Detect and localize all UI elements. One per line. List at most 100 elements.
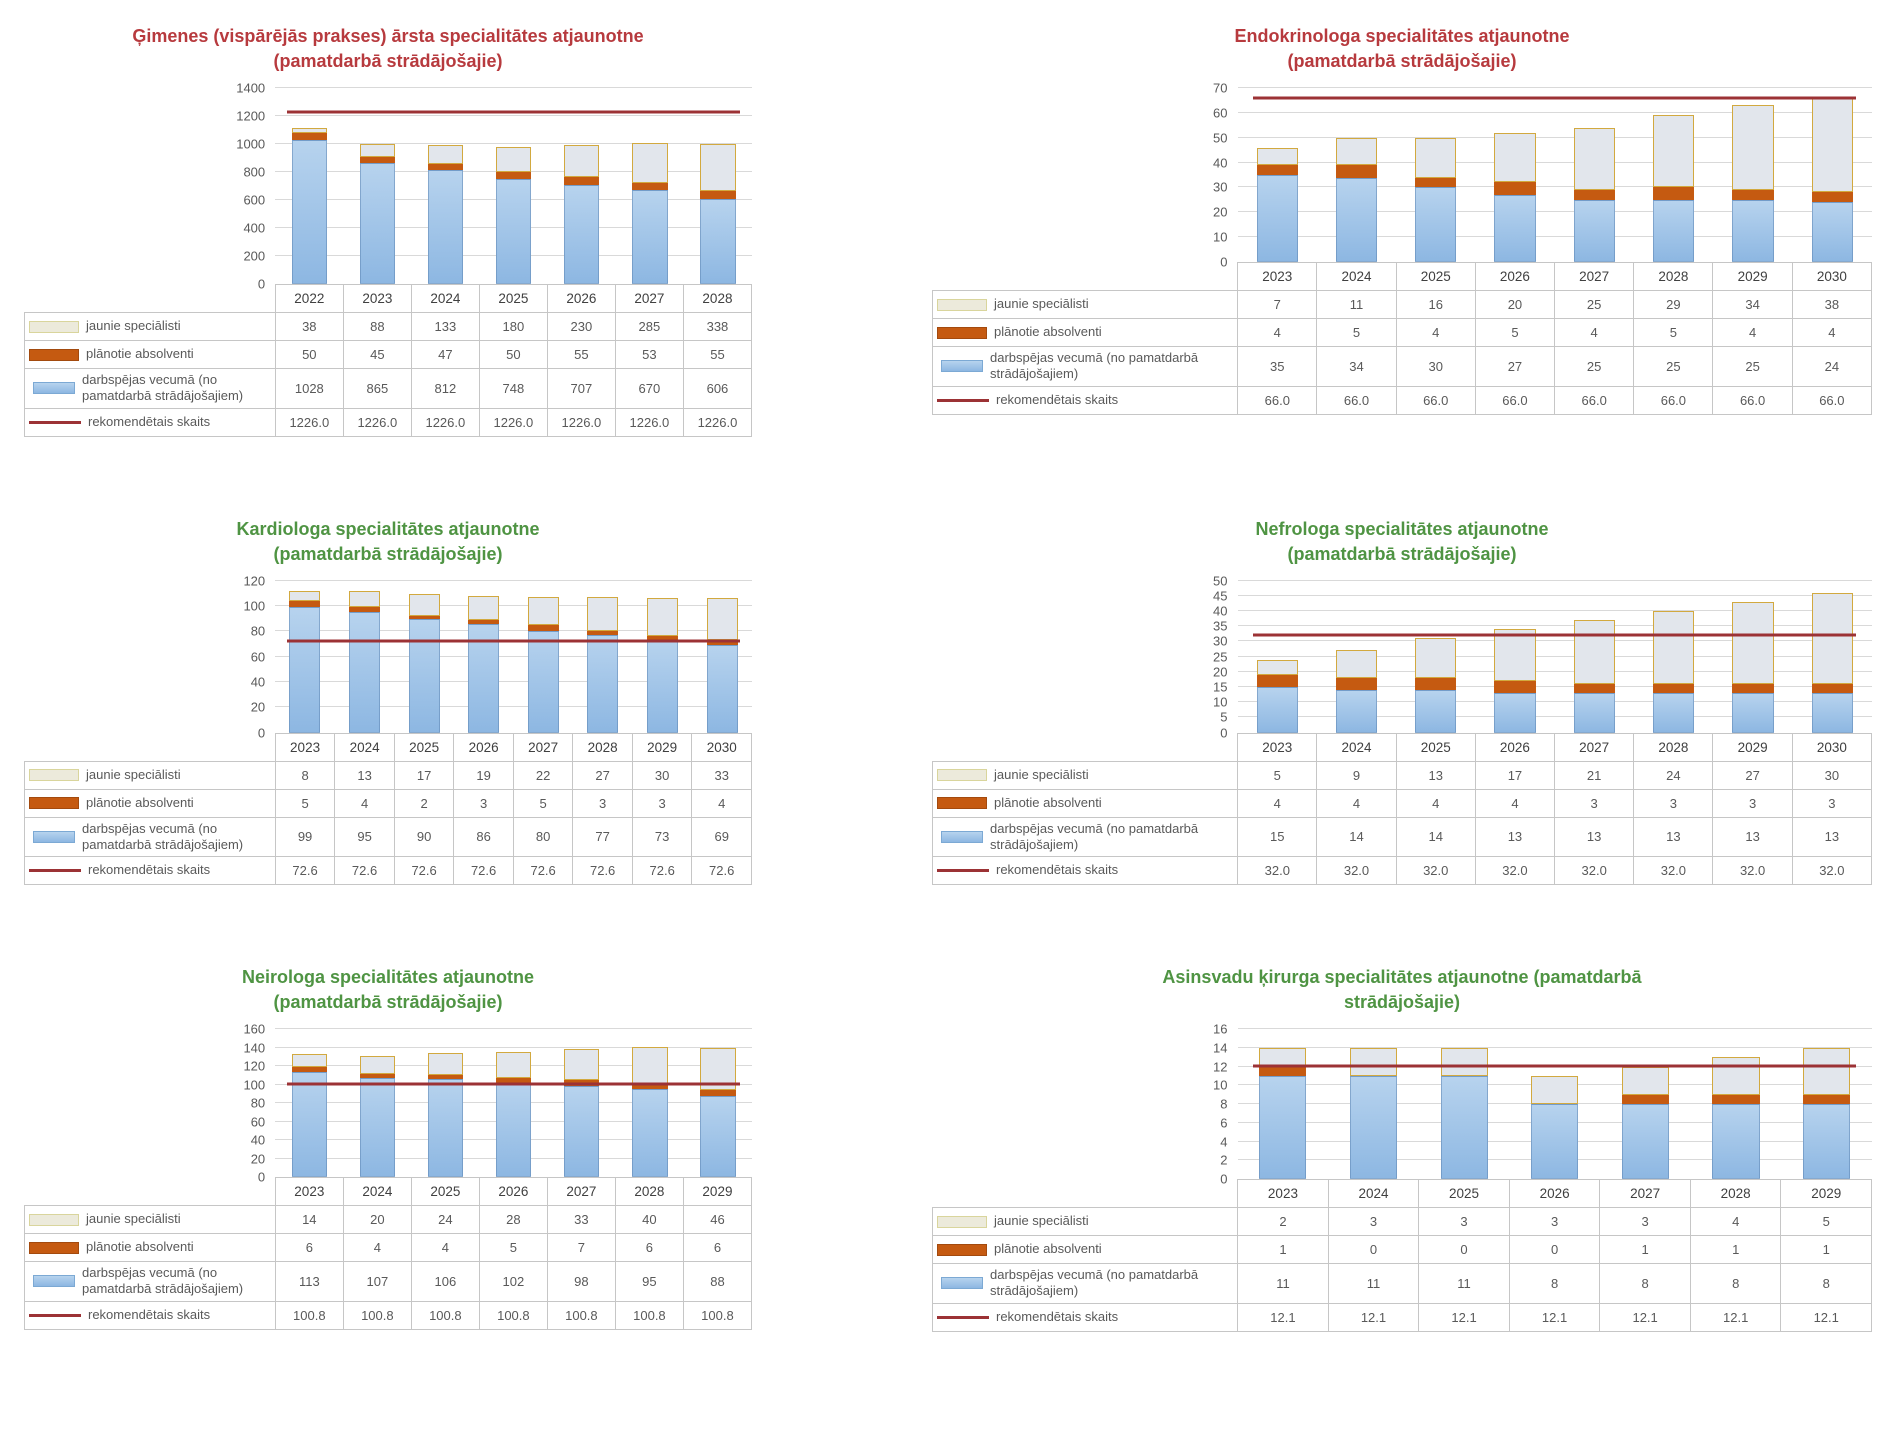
value-cell: 100.8 bbox=[274, 1300, 344, 1330]
value-cell: 72.6 bbox=[334, 856, 395, 885]
y-axis-tick-label: 15 bbox=[1213, 679, 1228, 695]
year-header-cell: 2028 bbox=[572, 732, 633, 762]
segment-jaunie-specialisti bbox=[1531, 1075, 1579, 1104]
value-cell: 50 bbox=[274, 340, 344, 369]
segment-darbspejas-vecuma bbox=[1653, 692, 1695, 733]
segment-planotie-absolventi bbox=[1256, 165, 1298, 175]
value-cell: 606 bbox=[682, 368, 753, 409]
y-axis-tick-label: 120 bbox=[243, 573, 266, 588]
gridline bbox=[1237, 625, 1872, 627]
value-cell: 12.1 bbox=[1508, 1302, 1601, 1332]
value-cell: 1226.0 bbox=[410, 407, 480, 437]
year-header-cell: 2027 bbox=[1554, 732, 1635, 762]
row-label-cell: darbspējas vecumā (no pamatdarbā strādāj… bbox=[931, 816, 1239, 857]
stacked-bar bbox=[632, 1029, 668, 1177]
segment-planotie-absolventi bbox=[359, 156, 396, 163]
segment-darbspejas-vecuma bbox=[632, 1089, 668, 1177]
stacked-bar bbox=[1653, 581, 1695, 733]
value-cell: 27 bbox=[1712, 760, 1793, 790]
segment-planotie-absolventi bbox=[1712, 1094, 1760, 1104]
darbspejas-vecuma-swatch bbox=[941, 360, 983, 373]
segment-darbspejas-vecuma bbox=[359, 1078, 396, 1177]
value-cell: 38 bbox=[274, 312, 344, 341]
stacked-bar bbox=[587, 581, 619, 733]
segment-darbspejas-vecuma bbox=[1256, 686, 1298, 733]
bar-column bbox=[1317, 581, 1396, 733]
value-cell: 15 bbox=[1237, 816, 1318, 857]
segment-jaunie-specialisti bbox=[359, 144, 396, 157]
gridline bbox=[1237, 670, 1872, 672]
row-label: rekomendētais skaits bbox=[29, 862, 271, 878]
value-cell: 32.0 bbox=[1316, 856, 1397, 885]
planotie-absolventi-swatch bbox=[29, 348, 79, 361]
row-label: jaunie speciālisti bbox=[937, 767, 1233, 783]
bar-column bbox=[1238, 581, 1317, 733]
segment-planotie-absolventi bbox=[1415, 177, 1457, 188]
segment-darbspejas-vecuma bbox=[1621, 1104, 1669, 1179]
row-label-cell: plānotie absolventi bbox=[24, 340, 276, 369]
year-header-cell: 2025 bbox=[1418, 1179, 1510, 1208]
year-header-cell: 2029 bbox=[631, 732, 693, 762]
bar-column bbox=[1781, 1029, 1872, 1179]
segment-planotie-absolventi bbox=[289, 600, 321, 608]
bar-column bbox=[548, 88, 616, 284]
stacked-bar bbox=[1573, 88, 1616, 262]
value-cell: 4 bbox=[1712, 318, 1793, 347]
bar-column bbox=[1600, 1029, 1691, 1179]
segment-planotie-absolventi bbox=[1256, 674, 1298, 687]
row-label-text: darbspējas vecumā (no pamatdarbā strādāj… bbox=[82, 820, 244, 852]
value-cell: 1 bbox=[1780, 1235, 1872, 1264]
value-cell: 4 bbox=[1791, 318, 1873, 347]
chart-title: Asinsvadu ķirurga specialitātes atjaunot… bbox=[932, 963, 1872, 1015]
segment-planotie-absolventi bbox=[1573, 683, 1616, 693]
value-cell: 17 bbox=[393, 760, 455, 790]
value-cell: 7 bbox=[546, 1233, 616, 1262]
value-cell: 4 bbox=[1237, 318, 1318, 347]
stacked-bar bbox=[700, 1029, 736, 1177]
stacked-bar bbox=[291, 1029, 327, 1177]
bar-column bbox=[454, 581, 514, 733]
value-cell: 1028 bbox=[274, 368, 344, 409]
y-axis-tick-label: 1000 bbox=[236, 136, 266, 152]
value-cell: 46 bbox=[682, 1205, 753, 1234]
segment-planotie-absolventi bbox=[700, 1090, 736, 1096]
segment-jaunie-specialisti bbox=[1440, 1047, 1488, 1076]
value-cell: 13 bbox=[1791, 816, 1873, 857]
jaunie-specialisti-swatch bbox=[29, 320, 79, 333]
value-cell: 12.1 bbox=[1237, 1302, 1329, 1332]
y-axis-tick-label: 8 bbox=[1220, 1096, 1228, 1112]
value-cell: 80 bbox=[512, 816, 574, 857]
bar-column bbox=[1396, 88, 1475, 262]
value-cell: 100.8 bbox=[478, 1300, 548, 1330]
table-header-row: 2023 2024 2025 2026 2027 2028 2029 bbox=[25, 1177, 753, 1206]
stacked-bar bbox=[1803, 1029, 1851, 1179]
value-cell: 3 bbox=[1599, 1207, 1691, 1236]
segment-darbspejas-vecuma bbox=[1335, 177, 1378, 262]
bar-column bbox=[633, 581, 693, 733]
value-cell: 0 bbox=[1508, 1235, 1601, 1264]
planotie-absolventi-swatch bbox=[937, 326, 987, 339]
year-header-cell: 2024 bbox=[1327, 1179, 1420, 1208]
y-axis-tick-label: 14 bbox=[1213, 1040, 1228, 1056]
row-label-text: plānotie absolventi bbox=[994, 324, 1102, 340]
jaunie-specialisti-swatch bbox=[937, 1215, 987, 1228]
segment-planotie-absolventi bbox=[1259, 1066, 1307, 1076]
segment-darbspejas-vecuma bbox=[1415, 689, 1457, 733]
segment-darbspejas-vecuma bbox=[632, 190, 668, 284]
segment-jaunie-specialisti bbox=[1732, 105, 1774, 190]
row-label-cell: darbspējas vecumā (no pamatdarbā strādāj… bbox=[24, 368, 276, 409]
segment-darbspejas-vecuma bbox=[1494, 194, 1536, 262]
y-axis-tick-label: 45 bbox=[1213, 588, 1228, 604]
value-cell: 13 bbox=[1474, 816, 1556, 857]
chart-title-line: (pamatdarbā strādājošajie) bbox=[273, 992, 503, 1013]
segment-planotie-absolventi bbox=[1811, 192, 1853, 203]
row-label-cell: plānotie absolventi bbox=[24, 1233, 276, 1262]
year-header-cell: 2027 bbox=[1599, 1179, 1691, 1208]
stacked-bar bbox=[527, 581, 559, 733]
data-table: 2023 2024 2025 2026 2027 2028 2029 2030 jaunie s… bbox=[931, 262, 1873, 415]
table-header-row: 2022 2023 2024 2025 2026 2027 2028 bbox=[25, 284, 753, 313]
stacked-bar bbox=[408, 581, 440, 733]
value-cell: 1226.0 bbox=[274, 407, 344, 437]
bar-column bbox=[394, 581, 454, 733]
segment-jaunie-specialisti bbox=[1811, 97, 1853, 193]
